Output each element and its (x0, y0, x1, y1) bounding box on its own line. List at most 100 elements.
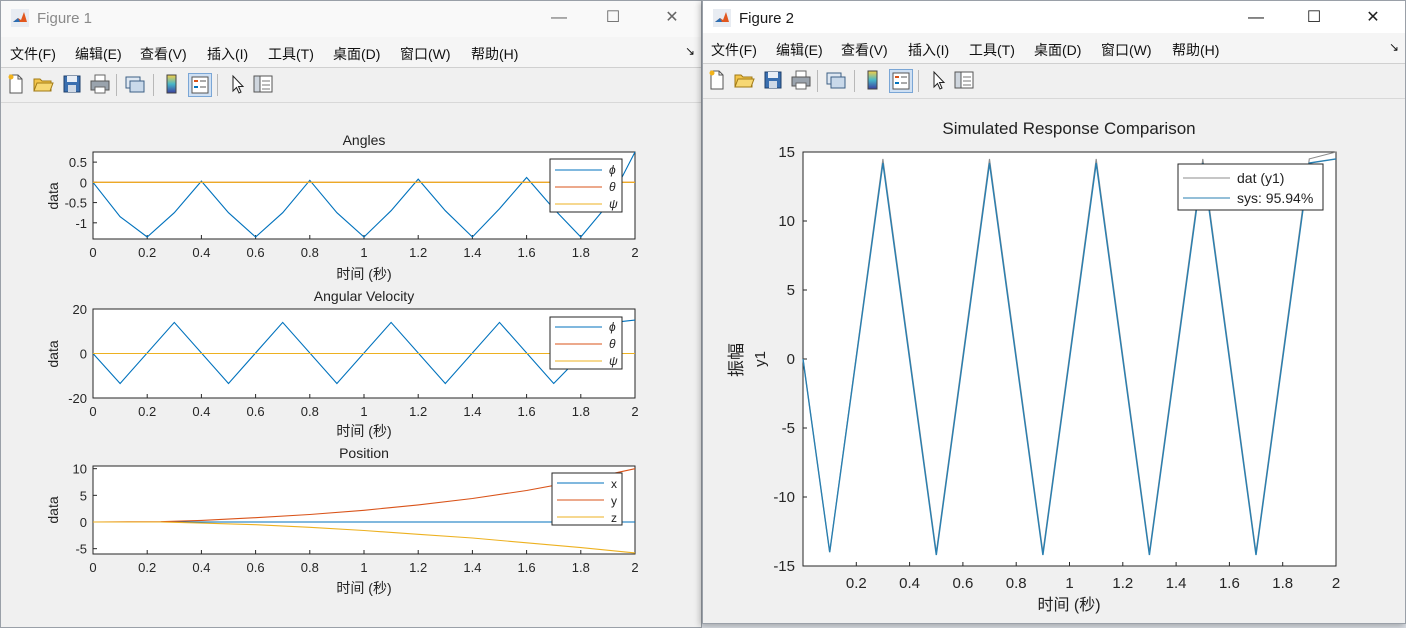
menu-help[interactable]: 帮助(H) (1172, 42, 1220, 58)
colorbar-icon[interactable] (862, 69, 884, 91)
x-tick-label: 1.8 (572, 560, 590, 575)
print-icon[interactable] (89, 73, 111, 95)
position-title: Position (339, 445, 389, 461)
x-tick-label: 1.4 (1166, 575, 1187, 592)
figure2-titlebar[interactable]: Figure 2 — ☐ ✕ (703, 1, 1405, 37)
close-button[interactable]: ✕ (665, 9, 679, 26)
pointer-icon[interactable] (927, 69, 949, 91)
link-plot-icon[interactable] (124, 73, 146, 95)
figure1-toolbar (1, 67, 701, 103)
angular-velocity-legend[interactable]: ϕ θ ψ (549, 316, 623, 370)
angles-lines (92, 151, 636, 238)
menu-edit[interactable]: 编辑(E) (75, 46, 122, 62)
new-file-icon[interactable] (5, 73, 27, 95)
dock-arrow-icon[interactable]: ↘ (684, 44, 695, 58)
figure2-window: Figure 2 — ☐ ✕ 文件(F) 编辑(E) 查看(V) 插入(I) 工… (702, 0, 1406, 624)
figure2-toolbar (703, 63, 1405, 99)
y-tick-label: -5 (75, 542, 87, 557)
x-tick-label: 0.2 (138, 245, 156, 260)
x-tick-label: 0 (89, 245, 96, 260)
menu-tools[interactable]: 工具(T) (268, 46, 314, 62)
legend-x: x (611, 477, 617, 491)
x-tick-label: 1.4 (463, 560, 481, 575)
x-tick-label: 0.4 (192, 560, 210, 575)
open-folder-icon[interactable] (32, 73, 54, 95)
colorbar-icon[interactable] (161, 73, 183, 95)
open-folder-icon[interactable] (733, 69, 755, 91)
y-tick-label: 0 (80, 175, 87, 190)
x-tick-label: 1 (360, 560, 367, 575)
legend-sys: sys: 95.94% (1237, 190, 1313, 206)
angular-velocity-yticks: 20 0 -20 (68, 302, 97, 406)
angles-plot-box (92, 151, 636, 240)
x-tick-label: 0.2 (138, 404, 156, 419)
x-tick-label: 1.6 (518, 560, 536, 575)
y-tick-label: 20 (73, 302, 87, 317)
angles-legend[interactable]: ϕ θ ψ (549, 158, 623, 213)
position-legend[interactable]: x y z (551, 472, 623, 526)
dock-arrow-icon[interactable]: ↘ (1388, 40, 1399, 54)
y-tick-label: 15 (778, 144, 795, 161)
position-xticks: 0 0.2 0.4 0.6 0.8 1 1.2 1.4 1.6 1.8 2 (89, 550, 639, 575)
minimize-button[interactable]: — (1248, 9, 1264, 26)
x-tick-label: 1.8 (1272, 575, 1293, 592)
x-tick-label: 0.8 (301, 560, 319, 575)
figure1-titlebar[interactable]: Figure 1 — ☐ ✕ (1, 1, 701, 37)
property-inspector-icon[interactable] (953, 69, 975, 91)
menu-desktop[interactable]: 桌面(D) (1034, 42, 1082, 58)
y-tick-label: 5 (787, 282, 795, 299)
menu-insert[interactable]: 插入(I) (207, 46, 249, 62)
property-inspector-icon[interactable] (252, 73, 274, 95)
legend-icon[interactable] (188, 73, 212, 97)
toolbar-separator (854, 70, 855, 92)
menu-tools[interactable]: 工具(T) (969, 42, 1015, 58)
minimize-button[interactable]: — (551, 9, 567, 26)
new-file-icon[interactable] (706, 69, 728, 91)
maximize-button[interactable]: ☐ (1306, 9, 1322, 26)
position-axes[interactable]: Position data 时间 (秒) 0 0.2 0.4 0.6 0.8 1 1.2 1.… (45, 445, 639, 596)
x-tick-label: 0.8 (301, 245, 319, 260)
menu-window[interactable]: 窗口(W) (400, 46, 451, 62)
toolbar-separator (153, 74, 154, 96)
close-button[interactable]: ✕ (1366, 9, 1380, 26)
menu-edit[interactable]: 编辑(E) (776, 42, 823, 58)
x-tick-label: 1.4 (463, 404, 481, 419)
save-icon[interactable] (61, 73, 83, 95)
pointer-icon[interactable] (226, 73, 248, 95)
x-tick-label: 1 (360, 245, 367, 260)
position-ylabel: data (45, 496, 61, 523)
menu-help[interactable]: 帮助(H) (471, 46, 519, 62)
x-tick-label: 1.8 (572, 404, 590, 419)
angles-xlabel: 时间 (秒) (336, 266, 391, 282)
y-tick-label: 5 (80, 488, 87, 503)
menu-view[interactable]: 查看(V) (140, 46, 187, 62)
y-tick-label: -0.5 (65, 196, 87, 211)
link-plot-icon[interactable] (825, 69, 847, 91)
angles-xticks: 0 0.2 0.4 0.6 0.8 1 1.2 1.4 1.6 1.8 2 (89, 235, 639, 260)
y-tick-label: 0 (787, 351, 795, 368)
y-tick-label: -5 (782, 420, 795, 437)
response-legend[interactable]: dat (y1) sys: 95.94% (1177, 163, 1324, 211)
x-tick-label: 1.6 (1219, 575, 1240, 592)
menu-window[interactable]: 窗口(W) (1101, 42, 1152, 58)
figure1-title: Figure 1 (37, 10, 93, 27)
print-icon[interactable] (790, 69, 812, 91)
x-tick-label: 2 (631, 245, 638, 260)
x-tick-label: 0 (89, 560, 96, 575)
legend-phi: ϕ (609, 163, 616, 177)
menu-file[interactable]: 文件(F) (10, 46, 56, 62)
menu-view[interactable]: 查看(V) (841, 42, 888, 58)
menu-desktop[interactable]: 桌面(D) (333, 46, 381, 62)
angular-velocity-axes[interactable]: Angular Velocity data 时间 (秒) 0 0.2 0.4 0.6 0… (45, 288, 639, 439)
maximize-button[interactable]: ☐ (605, 9, 621, 26)
menu-file[interactable]: 文件(F) (711, 42, 757, 58)
response-comparison-axes[interactable]: Simulated Response Comparison 振幅 y1 时间 (… (727, 119, 1340, 614)
matlab-logo-icon (713, 9, 731, 27)
matlab-logo-icon (11, 9, 29, 27)
legend-icon[interactable] (889, 69, 913, 93)
menu-insert[interactable]: 插入(I) (908, 42, 950, 58)
save-icon[interactable] (762, 69, 784, 91)
angles-axes[interactable]: Angles data 时间 (秒) 0 0.2 0.4 0.6 0.8 1 1.2 1.4 1… (45, 132, 639, 282)
x-tick-label: 0 (89, 404, 96, 419)
x-tick-label: 0.6 (247, 560, 265, 575)
